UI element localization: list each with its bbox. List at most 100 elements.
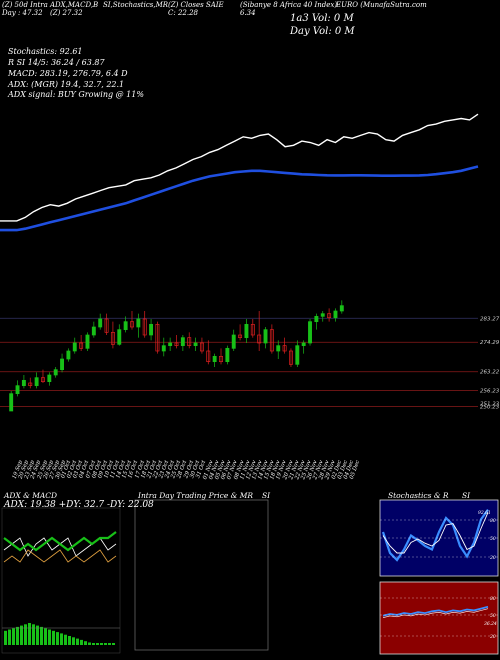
candle-body: [174, 342, 179, 347]
adx-panel-title: ADX & MACD: [4, 491, 58, 500]
stoch-tick: 20: [489, 555, 496, 561]
macd-bar: [48, 629, 51, 645]
macd-bar: [104, 643, 107, 645]
candle-body: [130, 321, 134, 328]
header-col6-line3: Day Vol: 0 M: [290, 26, 355, 37]
intra-panel-si: SI: [262, 491, 271, 500]
stoch-panel-title: Stochastics & R: [388, 491, 449, 500]
intra-panel-title: Intra Day Trading Price & MR: [138, 491, 254, 500]
stoch-tick: 80: [490, 518, 496, 524]
candle-body: [250, 323, 255, 336]
candle-body: [79, 342, 84, 349]
candle-body: [206, 350, 211, 363]
stoch-tick: 50: [490, 536, 496, 542]
candle-body: [193, 342, 198, 347]
rsi-panel-bg: [379, 581, 499, 655]
macd-bar: [68, 636, 71, 645]
candle-body: [91, 326, 96, 336]
macd-bar: [108, 643, 111, 645]
stat-stochastics: Stochastics: 92.61: [8, 47, 83, 56]
price-label: 250.23: [480, 404, 500, 410]
candle-body: [149, 323, 154, 336]
candle-body: [85, 334, 90, 349]
stoch-panel-si: SI: [462, 491, 471, 500]
candle-body: [142, 318, 147, 336]
header-col5-line1: (Sibanye 8 Africa 40 Index): [240, 1, 338, 9]
candle-body: [276, 345, 281, 352]
moving-average-line: [0, 165, 479, 232]
rsi-tick: 50: [490, 613, 496, 619]
adx-panel-values: ADX: 19.38 +DY: 32.7 -DY: 22.08: [4, 500, 154, 510]
rsi-value-label: 36.24: [484, 621, 497, 627]
candle-body: [231, 334, 236, 349]
candle-body: [117, 329, 122, 345]
macd-bar: [36, 625, 39, 645]
candle-body: [238, 334, 243, 339]
header-col6-line1: EURO (MunafaSutra.com: [336, 1, 427, 9]
macd-bar: [112, 643, 115, 645]
stoch-line: [382, 512, 489, 554]
stoch-panel-bg: [379, 499, 499, 577]
candle-body: [21, 379, 26, 387]
header-col6-sub: 1a3 Vol: 0 M: [290, 13, 354, 24]
macd-bar: [60, 633, 63, 645]
stoch-value-label: 92.61: [478, 510, 491, 516]
candle-body: [60, 358, 64, 371]
price-label: 263.22: [480, 370, 500, 376]
candle-body: [219, 355, 223, 363]
macd-bar: [20, 625, 23, 645]
candle-body: [15, 385, 20, 395]
rsi-tick: 80: [490, 596, 496, 602]
candle-body: [187, 337, 192, 347]
candle-body: [34, 377, 39, 387]
macd-bar: [16, 626, 19, 645]
candle-body: [199, 342, 204, 352]
header-col3: SI,Stochastics,MR: [103, 1, 169, 9]
stat-rsi: R SI 14/5: 36.24 / 63.87: [8, 58, 105, 67]
macd-bar: [84, 641, 87, 645]
candle-body: [339, 305, 344, 312]
candle-body: [123, 321, 128, 331]
macd-bar: [76, 638, 79, 645]
candle-body: [161, 345, 166, 352]
intra-panel-frame: [134, 499, 269, 651]
header-col4-line1: (Z) Closes SAIE: [168, 1, 224, 9]
macd-bar: [12, 628, 15, 645]
candle-body: [320, 313, 325, 317]
candle-body: [295, 345, 300, 365]
candle-body: [282, 345, 287, 352]
candle-body: [47, 374, 52, 383]
candle-body: [257, 334, 262, 344]
candle-body: [136, 318, 141, 328]
candle-body: [314, 315, 319, 323]
candle-body: [301, 342, 306, 347]
macd-bar: [4, 630, 7, 645]
stat-adx: ADX: (MGR) 19.4, 32.7, 22.1: [8, 80, 125, 89]
candle-body: [269, 329, 274, 352]
candle-body: [333, 310, 338, 319]
header-col5-line2: 6.34: [240, 9, 256, 17]
macd-bar: [96, 643, 99, 645]
macd-bar: [92, 643, 95, 645]
candle-body: [53, 369, 58, 376]
header-col1-line2: Day : 47.32: [2, 9, 43, 17]
candle-body: [225, 347, 230, 363]
candle-body: [244, 323, 249, 339]
candle-body: [155, 323, 160, 352]
stat-adx-signal: ADX signal: BUY Growing @ 11%: [8, 90, 144, 99]
candle-body: [308, 321, 312, 344]
candle-body: [212, 355, 217, 363]
candle-body: [104, 318, 109, 333]
price-label: 256.23: [480, 388, 500, 394]
candle-body: [110, 331, 115, 345]
macd-bar: [56, 632, 59, 645]
header-col1-line1: (Z) 50d Intra: [2, 1, 48, 9]
price-label: 283.27: [480, 316, 500, 322]
adx-line: [3, 531, 117, 552]
stoch-line: [381, 508, 489, 562]
macd-bar: [80, 639, 83, 645]
rsi-signal-line: [382, 608, 489, 618]
candle-body: [98, 318, 103, 328]
